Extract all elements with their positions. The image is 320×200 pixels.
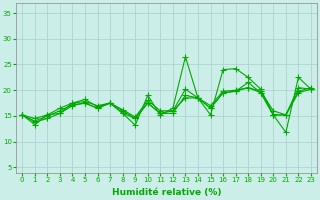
X-axis label: Humidité relative (%): Humidité relative (%): [112, 188, 221, 197]
